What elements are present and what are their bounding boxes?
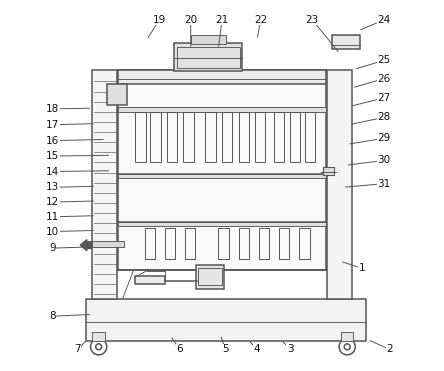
Circle shape [109,85,125,101]
Text: 20: 20 [184,15,197,25]
Bar [198,268,222,285]
Text: 1: 1 [359,263,365,273]
Bar [305,112,315,161]
Text: 10: 10 [46,227,59,237]
Bar [279,228,289,259]
Bar [92,70,117,299]
Text: 25: 25 [377,55,391,65]
Bar [290,112,301,161]
Bar [274,112,284,161]
Bar [86,299,365,341]
Text: 26: 26 [377,74,391,84]
Bar [341,332,353,341]
Text: 12: 12 [46,197,59,207]
Text: 2: 2 [386,344,393,354]
Text: 4: 4 [254,344,260,354]
Bar [118,174,326,178]
Text: 23: 23 [305,15,319,25]
Text: 19: 19 [153,15,166,25]
Text: 24: 24 [377,15,391,25]
Bar [145,228,155,259]
Text: 18: 18 [46,104,59,114]
Bar [183,112,194,161]
Text: 29: 29 [377,133,391,143]
Text: 8: 8 [49,311,56,321]
FancyArrow shape [80,240,95,251]
Bar [118,70,326,270]
Bar [322,167,333,175]
Bar [118,221,326,226]
Bar [135,276,165,284]
Bar [174,43,242,70]
Bar [118,108,326,112]
Text: 22: 22 [254,15,267,25]
Bar [107,84,127,105]
Bar [238,228,249,259]
Bar [165,228,175,259]
Text: 3: 3 [287,344,293,354]
Text: 14: 14 [46,167,59,177]
Text: 17: 17 [46,120,59,130]
Bar [196,265,224,289]
Bar [222,112,232,161]
Text: 28: 28 [377,112,391,122]
Bar [177,47,240,68]
Bar [135,112,146,161]
Text: 5: 5 [222,344,229,354]
Text: 15: 15 [46,151,59,161]
Text: 7: 7 [74,344,81,354]
Bar [333,35,360,49]
Text: 27: 27 [377,93,391,103]
Bar [218,228,229,259]
Bar [206,112,216,161]
Text: 16: 16 [46,135,59,145]
Bar [118,70,326,84]
Text: 13: 13 [46,182,59,192]
Text: 21: 21 [215,15,229,25]
Bar [327,70,352,299]
Bar [92,242,124,247]
Text: 6: 6 [176,344,183,354]
Bar [92,332,105,341]
Bar [259,228,269,259]
Text: 9: 9 [49,243,56,253]
Bar [185,228,195,259]
Bar [167,112,177,161]
Bar [150,112,161,161]
Bar [191,35,226,44]
Bar [299,228,309,259]
Text: 11: 11 [46,212,59,222]
Text: 31: 31 [377,179,391,189]
Bar [238,112,249,161]
Bar [255,112,266,161]
Text: 30: 30 [377,155,391,165]
